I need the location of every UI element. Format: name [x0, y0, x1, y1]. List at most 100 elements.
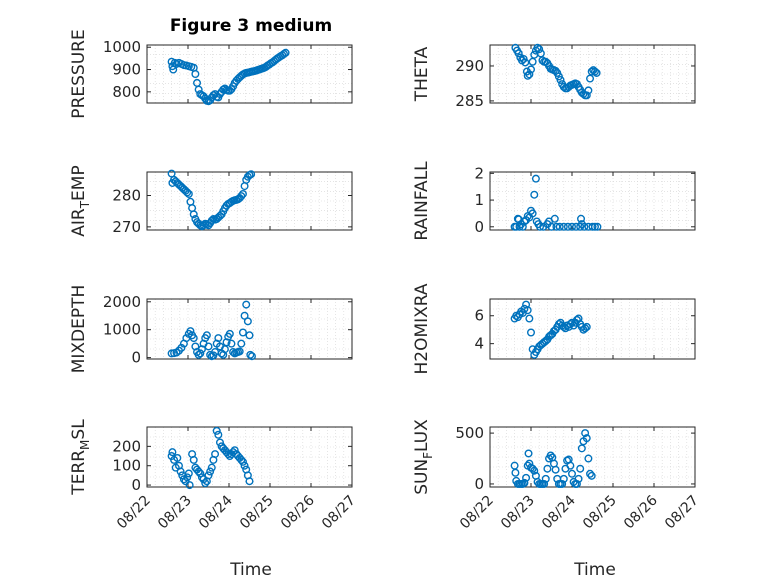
data-point	[587, 471, 596, 480]
data-point	[593, 222, 602, 231]
data-point	[524, 449, 533, 458]
data-point	[189, 210, 198, 219]
data-point	[555, 222, 564, 231]
chart-panel-1: 800 900 1000 PRESSURE	[69, 29, 353, 119]
data-point	[201, 479, 210, 488]
y-tick-label: 2000	[103, 293, 141, 311]
data-point	[220, 345, 229, 354]
x-tick-label: 08/22	[114, 493, 154, 533]
data-point	[574, 474, 583, 483]
y-axis-label: TERRMSL	[69, 419, 92, 496]
x-tick-label: 08/26	[621, 492, 661, 532]
data-point	[235, 347, 244, 356]
y-tick-label: 290	[455, 57, 484, 75]
data-point	[202, 331, 211, 340]
data-point	[511, 468, 520, 477]
data-point	[247, 170, 256, 179]
data-point	[551, 66, 560, 75]
data-point	[194, 467, 203, 476]
data-point	[184, 469, 193, 478]
y-tick-label: 285	[455, 92, 484, 110]
data-point	[243, 317, 252, 326]
data-point	[215, 438, 224, 447]
data-point	[527, 328, 536, 337]
y-tick-label: 1000	[103, 321, 141, 339]
data-point	[531, 174, 540, 183]
x-axis-label-right: Time	[573, 560, 616, 580]
data-point	[535, 45, 544, 54]
chart-panel-3: 270 280 AIRTEMP	[69, 165, 353, 237]
data-point	[196, 469, 205, 478]
data-point	[211, 450, 220, 459]
data-point	[586, 74, 595, 83]
data-point	[576, 464, 585, 473]
data-point	[588, 222, 597, 231]
data-point	[559, 474, 568, 483]
data-point	[238, 328, 247, 337]
data-point	[204, 471, 213, 480]
data-point	[245, 331, 254, 340]
data-point	[225, 329, 234, 338]
data-point	[536, 49, 545, 58]
data-point	[237, 455, 246, 464]
data-point	[541, 474, 550, 483]
data-point	[543, 464, 552, 473]
data-point	[551, 465, 560, 474]
y-tick-label: 0	[131, 476, 141, 494]
y-axis-label: SUNFLUX	[412, 419, 435, 495]
data-point	[224, 450, 233, 459]
axes-box	[489, 426, 696, 488]
x-tick-label: 08/24	[539, 492, 579, 532]
chart-panel-4: 0 1 2 RAINFALL	[412, 161, 696, 241]
data-point	[214, 430, 223, 439]
data-point	[590, 67, 599, 76]
chart-panel-6: 4 6 H2OMIXRA	[412, 283, 696, 375]
y-tick-label: 1	[474, 191, 484, 209]
x-tick-label: 08/23	[498, 493, 538, 533]
data-point	[528, 209, 537, 218]
data-point	[189, 455, 198, 464]
data-point	[240, 182, 249, 191]
x-tick-label: 08/27	[662, 493, 702, 533]
data-point	[168, 448, 177, 457]
x-tick-label: 08/25	[237, 493, 277, 533]
y-axis-label: AIRTEMP	[69, 165, 92, 236]
y-axis-label: RAINFALL	[412, 161, 432, 241]
chart-panel-8: 0 500 08/22 08/23 08/24 08/25 08/26 08/27 SUNFLU…	[412, 419, 702, 533]
data-point	[523, 306, 532, 315]
data-point	[559, 222, 568, 231]
data-point	[520, 478, 529, 487]
data-point	[242, 300, 251, 309]
data-point	[568, 469, 577, 478]
data-point	[189, 334, 198, 343]
data-point	[568, 222, 577, 231]
data-point	[577, 444, 586, 453]
data-point	[522, 473, 531, 482]
figure-title: Figure 3 medium	[170, 16, 332, 36]
data-point	[183, 188, 192, 197]
data-point	[193, 78, 202, 87]
data-point	[566, 461, 575, 470]
data-point	[584, 454, 593, 463]
axes-box	[146, 426, 353, 488]
y-tick-label: 100	[112, 457, 141, 475]
data-point	[528, 57, 537, 66]
data-point	[238, 189, 247, 198]
data-point	[279, 49, 288, 58]
axes-box	[146, 44, 353, 104]
y-tick-label: 6	[474, 307, 484, 325]
data-point	[204, 342, 213, 351]
data-point	[246, 350, 255, 359]
data-point	[173, 453, 182, 462]
data-point	[527, 65, 536, 74]
y-tick-label: 900	[112, 61, 141, 79]
y-axis-label: PRESSURE	[69, 29, 89, 118]
x-axis-label-left: Time	[229, 560, 272, 580]
data-point	[176, 467, 185, 476]
data-point	[540, 479, 549, 488]
data-point	[230, 446, 239, 455]
data-point	[546, 451, 555, 460]
x-tick-label: 08/26	[278, 492, 318, 532]
data-point	[533, 43, 542, 52]
